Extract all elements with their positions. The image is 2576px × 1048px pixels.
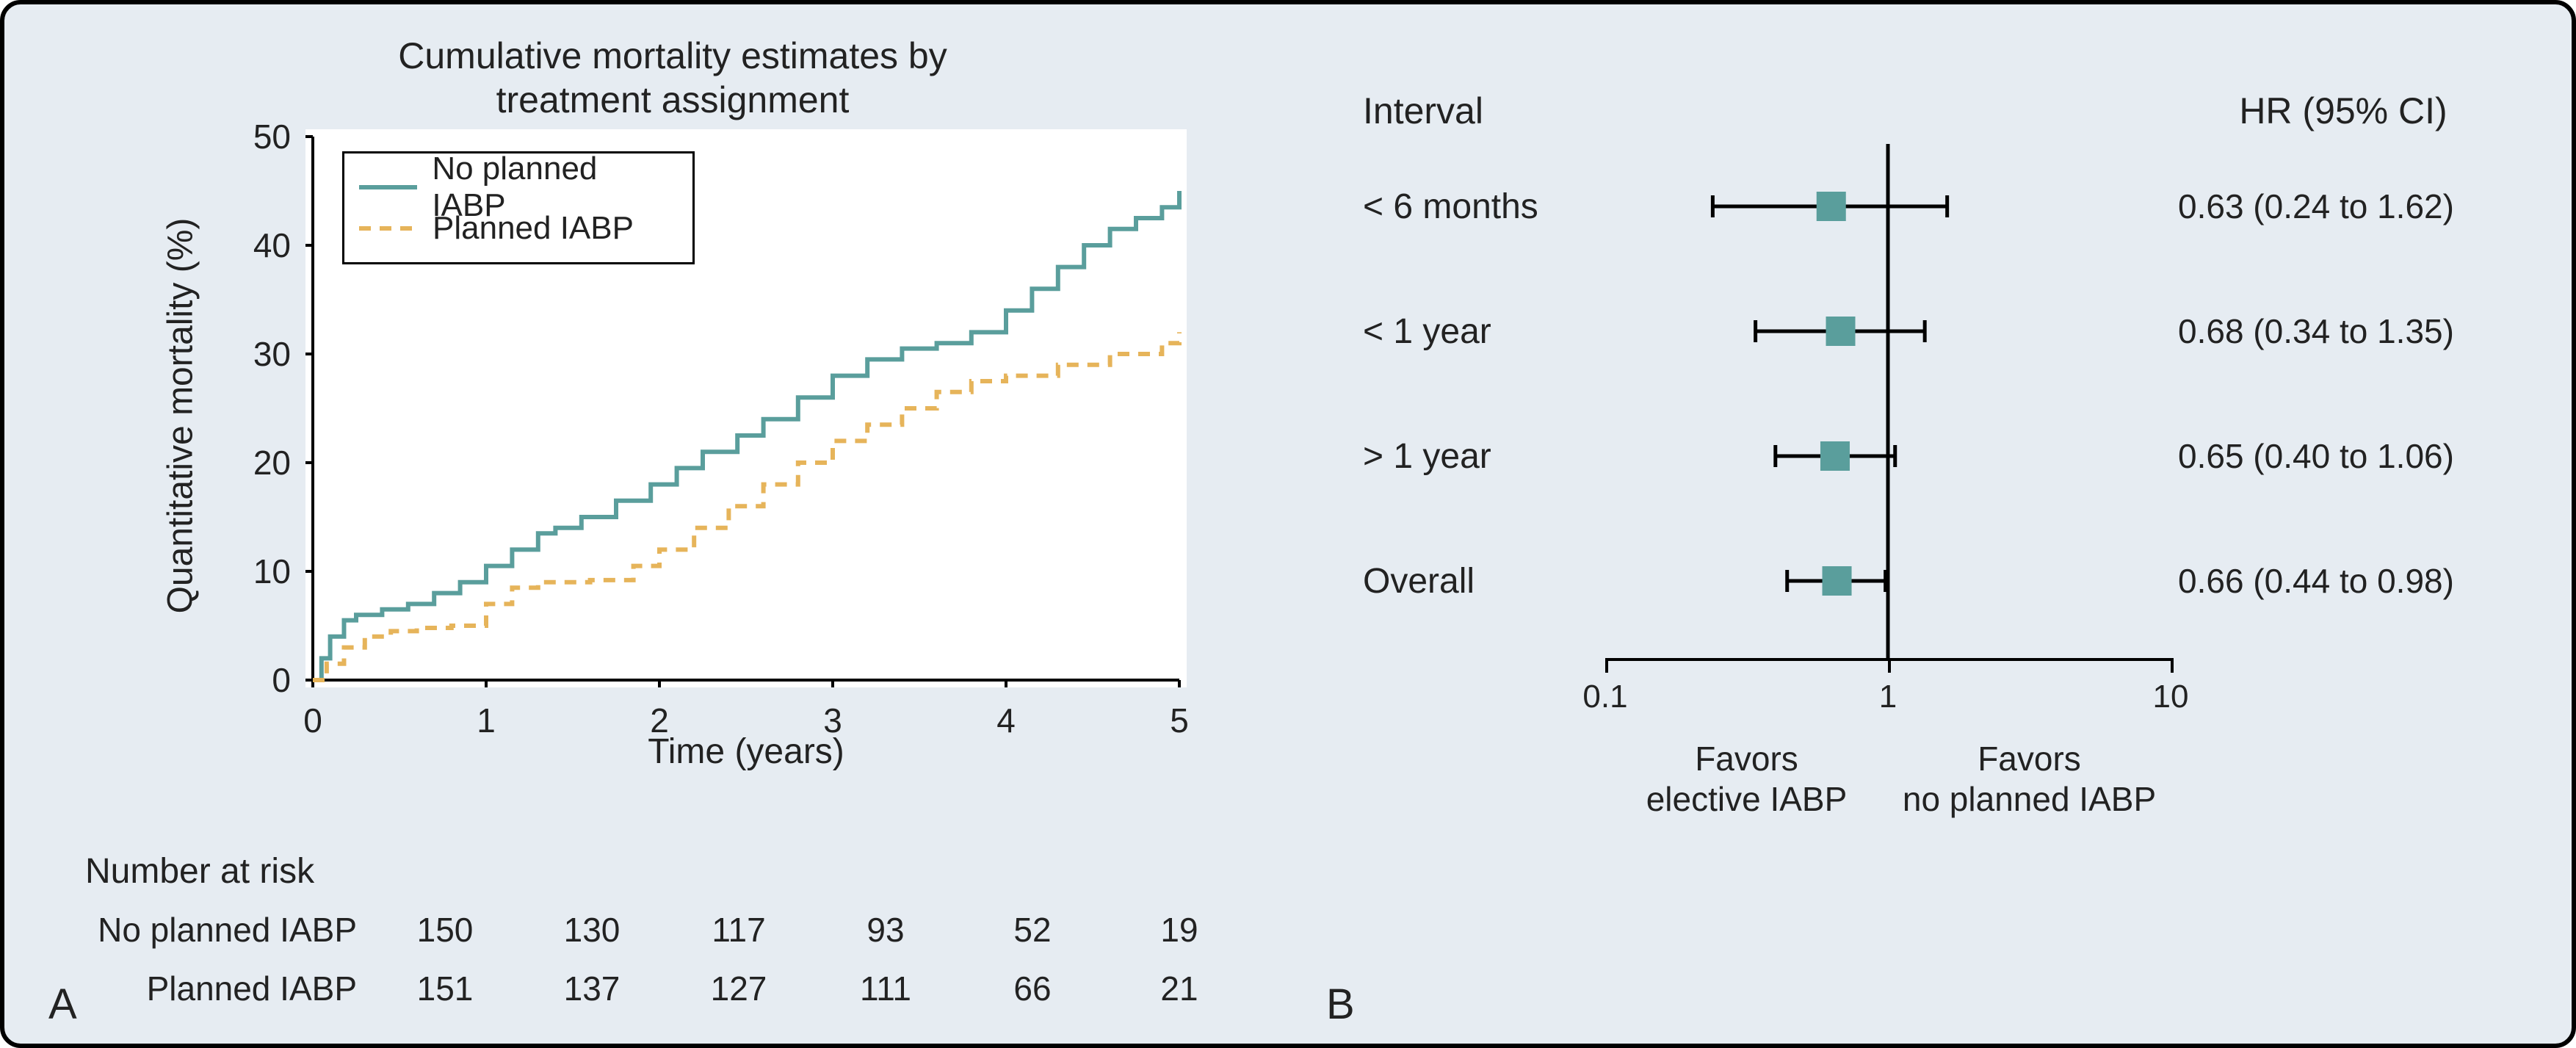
- forest-row-hr: 0.66 (0.44 to 0.98): [2171, 561, 2523, 601]
- legend-box: No planned IABP Planned IABP: [342, 151, 695, 264]
- forest-tick-label: 10: [2153, 679, 2189, 715]
- risk-row-no-planned: No planned IABP 150 130 117 93 52 19: [85, 900, 1260, 959]
- risk-cell: 66: [959, 969, 1106, 1008]
- forest-row-label: < 1 year: [1363, 311, 1605, 352]
- x-axis-label: Time (years): [305, 731, 1187, 772]
- legend-item-no-planned: No planned IABP: [359, 167, 678, 208]
- risk-cell: 93: [812, 910, 959, 950]
- forest-tick-label: 1: [1879, 679, 1897, 715]
- y-axis-label: Quantitative mortality (%): [161, 218, 201, 614]
- risk-cell: 151: [372, 969, 518, 1008]
- panel-a: Cumulative mortality estimates by treatm…: [48, 34, 1297, 1003]
- risk-cell: 111: [812, 969, 959, 1008]
- km-plot-area: No planned IABP Planned IABP: [305, 129, 1187, 687]
- forest-header-interval: Interval: [1363, 90, 1605, 132]
- legend-item-planned: Planned IABP: [359, 208, 678, 249]
- y-tick-label: 30: [217, 334, 291, 374]
- forest-row-label: Overall: [1363, 561, 1605, 601]
- risk-cell: 150: [372, 910, 518, 950]
- forest-header: Interval HR (95% CI): [1363, 78, 2523, 144]
- risk-header: Number at risk: [85, 851, 372, 892]
- legend-label-planned: Planned IABP: [433, 210, 634, 247]
- y-tick-label: 50: [217, 117, 291, 156]
- risk-cell: 117: [665, 910, 812, 950]
- risk-cell: 137: [518, 969, 665, 1008]
- risk-cell: 21: [1106, 969, 1253, 1008]
- risk-label-no-planned: No planned IABP: [85, 910, 372, 950]
- risk-cell: 127: [665, 969, 812, 1008]
- title-line-2: treatment assignment: [496, 79, 850, 120]
- figure-container: Cumulative mortality estimates by treatm…: [0, 0, 2576, 1048]
- risk-row-planned: Planned IABP 151 137 127 111 66 21: [85, 959, 1260, 1018]
- forest-row-hr: 0.63 (0.24 to 1.62): [2171, 187, 2523, 226]
- risk-cell: 19: [1106, 910, 1253, 950]
- forest-tick-label: 0.1: [1582, 679, 1627, 715]
- forest-row-label: > 1 year: [1363, 436, 1605, 477]
- risk-header-row: Number at risk: [85, 842, 1260, 900]
- forest-row-hr: 0.65 (0.40 to 1.06): [2171, 436, 2523, 476]
- risk-table: Number at risk No planned IABP 150 130 1…: [85, 842, 1260, 1018]
- panel-b-label: B: [1326, 980, 1355, 1029]
- km-curve-planned: [313, 332, 1179, 680]
- forest-xlab-left: Favors elective IABP: [1605, 739, 1888, 820]
- y-tick-label: 40: [217, 225, 291, 265]
- forest-header-hr: HR (95% CI): [2171, 90, 2516, 132]
- risk-cell: 130: [518, 910, 665, 950]
- y-tick-label: 20: [217, 443, 291, 483]
- forest-row-hr: 0.68 (0.34 to 1.35): [2171, 311, 2523, 351]
- title-line-1: Cumulative mortality estimates by: [398, 35, 947, 76]
- forest-xlab-right: Favors no planned IABP: [1888, 739, 2171, 820]
- panel-a-title: Cumulative mortality estimates by treatm…: [48, 34, 1297, 122]
- panel-b: Interval HR (95% CI) < 6 months 0.63 (0.2…: [1363, 78, 2523, 959]
- forest-row-label: < 6 months: [1363, 187, 1605, 227]
- risk-label-planned: Planned IABP: [85, 969, 372, 1008]
- panel-a-label: A: [48, 980, 77, 1029]
- y-tick-label: 10: [217, 552, 291, 591]
- risk-cell: 52: [959, 910, 1106, 950]
- y-tick-label: 0: [217, 660, 291, 700]
- forest-refline-svg: [1605, 144, 2171, 673]
